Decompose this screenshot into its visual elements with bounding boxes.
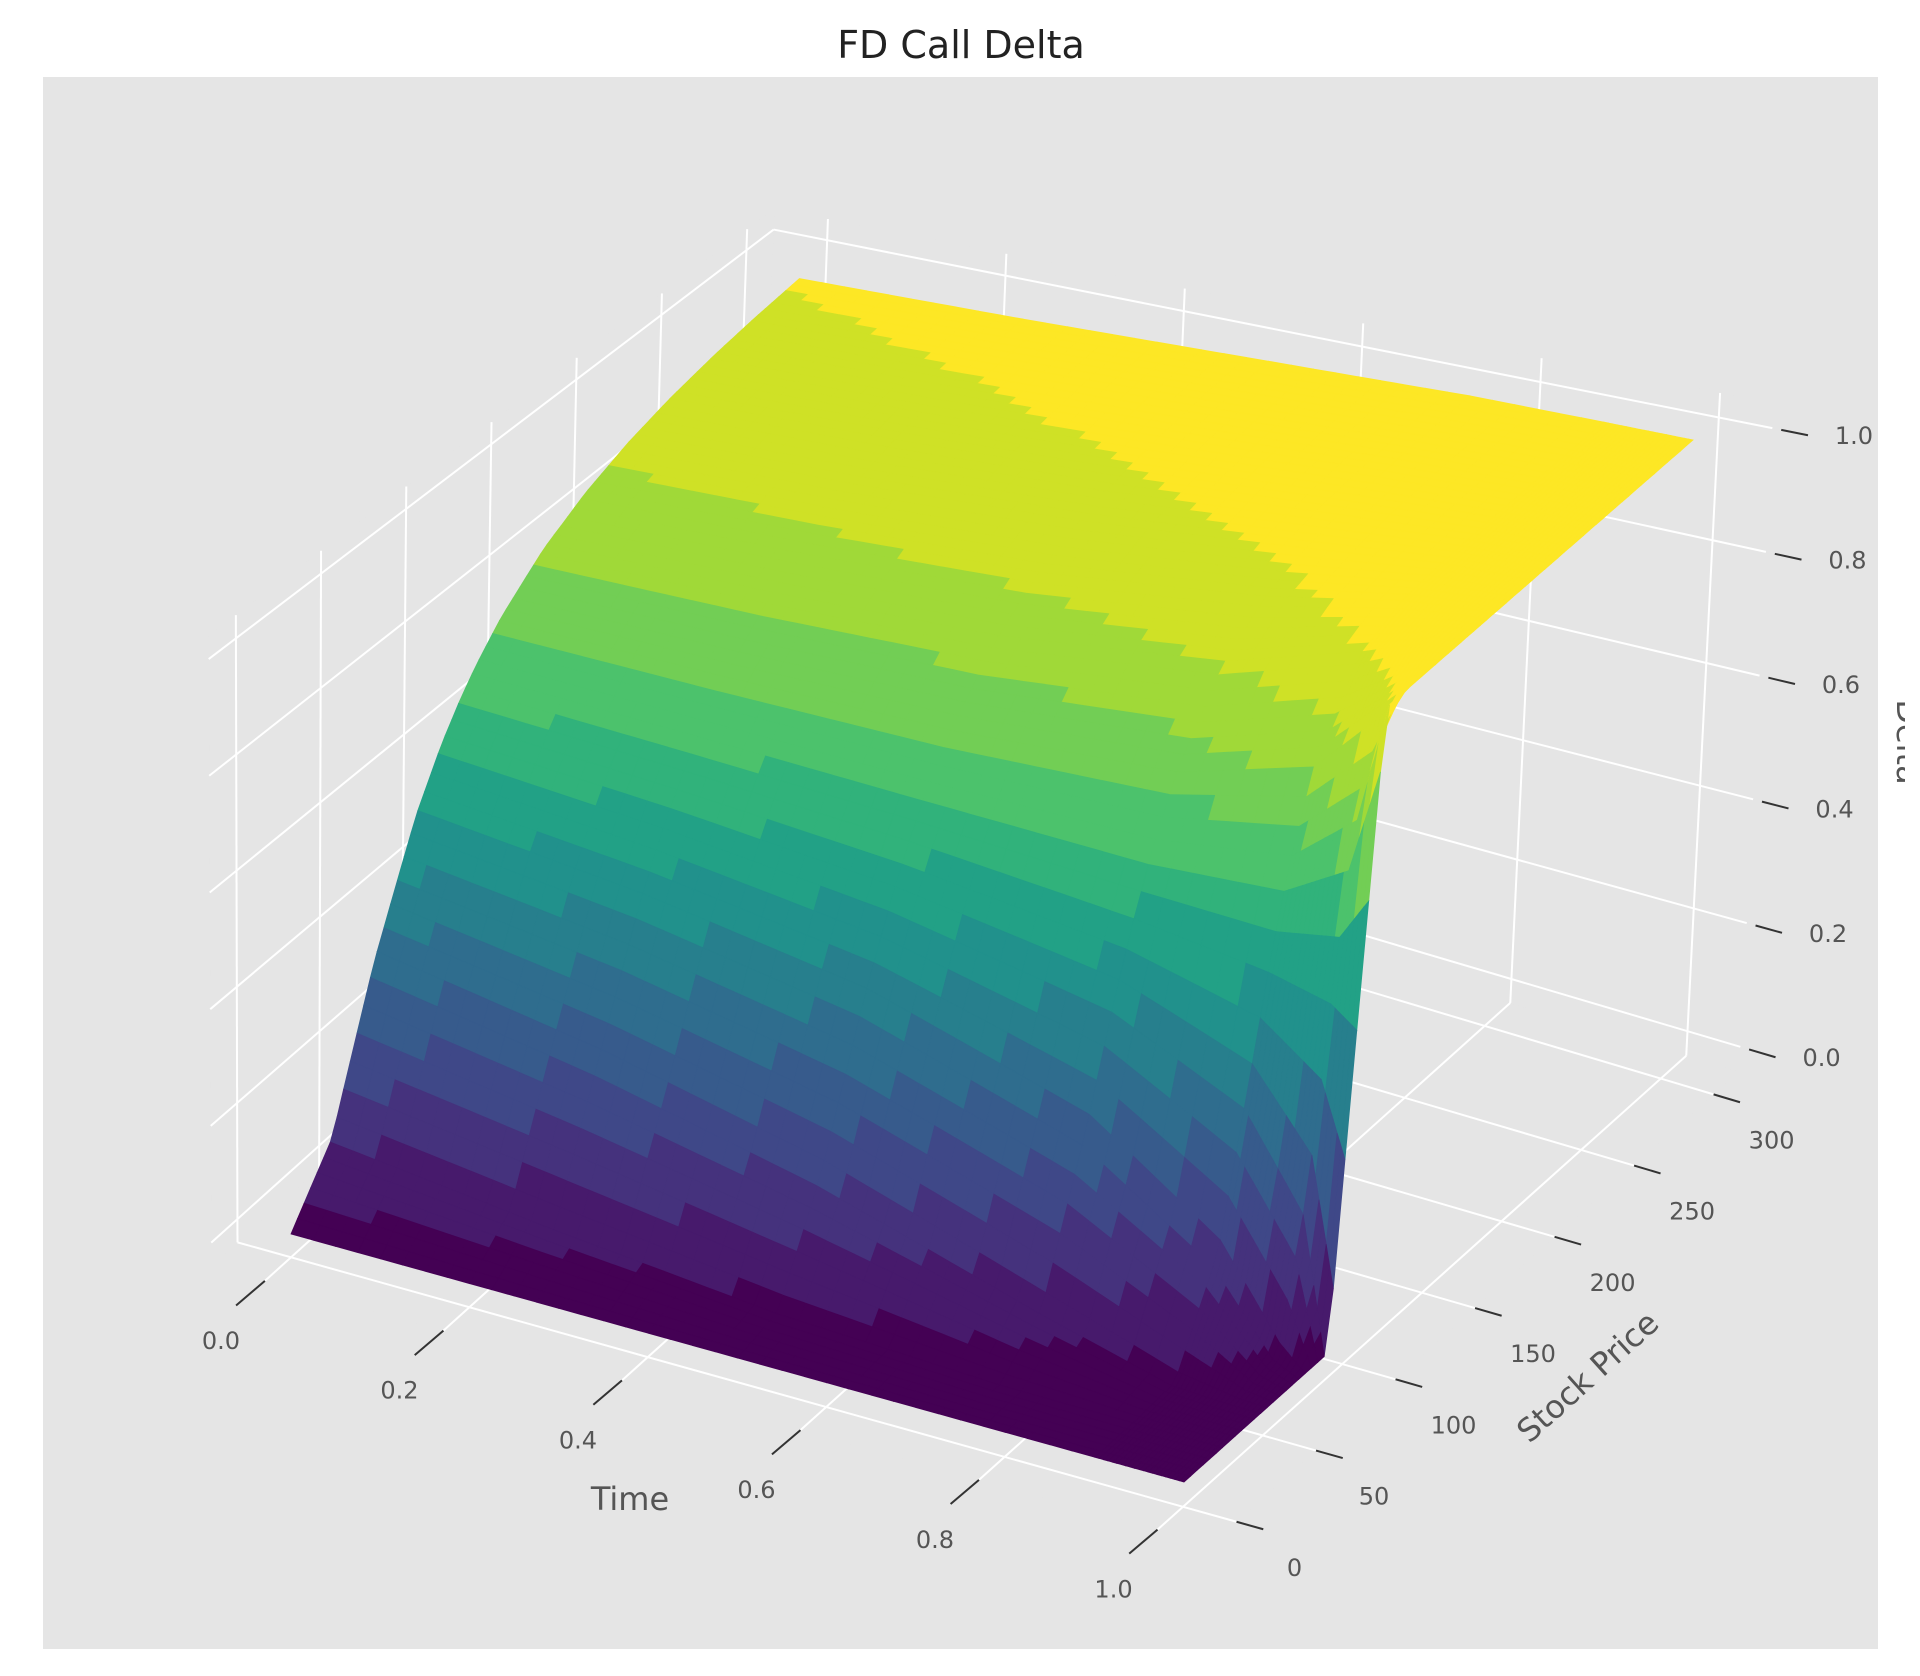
y-tick-label: 100 — [1431, 1411, 1477, 1439]
gridline-wall-price — [234, 615, 239, 1243]
y-tick-label: 150 — [1510, 1340, 1556, 1368]
gridline-floor-price — [237, 1241, 1237, 1523]
z-tick-label: 0.8 — [1828, 547, 1866, 575]
gridline-wall-delta — [208, 228, 775, 660]
x-tick-label: 0.4 — [559, 1426, 597, 1454]
x-tick-label: 0.8 — [916, 1526, 954, 1554]
gridline-wall-time — [1685, 392, 1722, 1056]
chart-title: FD Call Delta — [837, 23, 1085, 67]
x-axis-label: Time — [590, 1480, 669, 1518]
x-tick-label: 0.6 — [737, 1476, 775, 1504]
y-tick-label: 0 — [1287, 1554, 1302, 1582]
z-tick-label: 0.2 — [1809, 920, 1847, 948]
x-tick-label: 0.0 — [202, 1327, 240, 1355]
y-tick-label: 300 — [1749, 1126, 1795, 1154]
y-tick-label: 200 — [1590, 1269, 1636, 1297]
gridline-wall-price — [318, 550, 323, 1169]
z-tick-label: 0.6 — [1822, 671, 1860, 699]
x-tick-label: 1.0 — [1094, 1576, 1132, 1604]
z-axis-label: Delta — [1889, 699, 1920, 784]
surface — [290, 278, 1694, 1483]
z-tick-label: 0.0 — [1802, 1044, 1840, 1072]
z-tick-label: 0.4 — [1815, 795, 1853, 823]
gridline-wall-delta — [773, 228, 1773, 430]
y-tick-label: 250 — [1669, 1198, 1715, 1226]
x-tick-label: 0.2 — [380, 1377, 418, 1405]
z-tick-label: 1.0 — [1835, 422, 1873, 450]
y-tick-label: 50 — [1359, 1483, 1390, 1511]
